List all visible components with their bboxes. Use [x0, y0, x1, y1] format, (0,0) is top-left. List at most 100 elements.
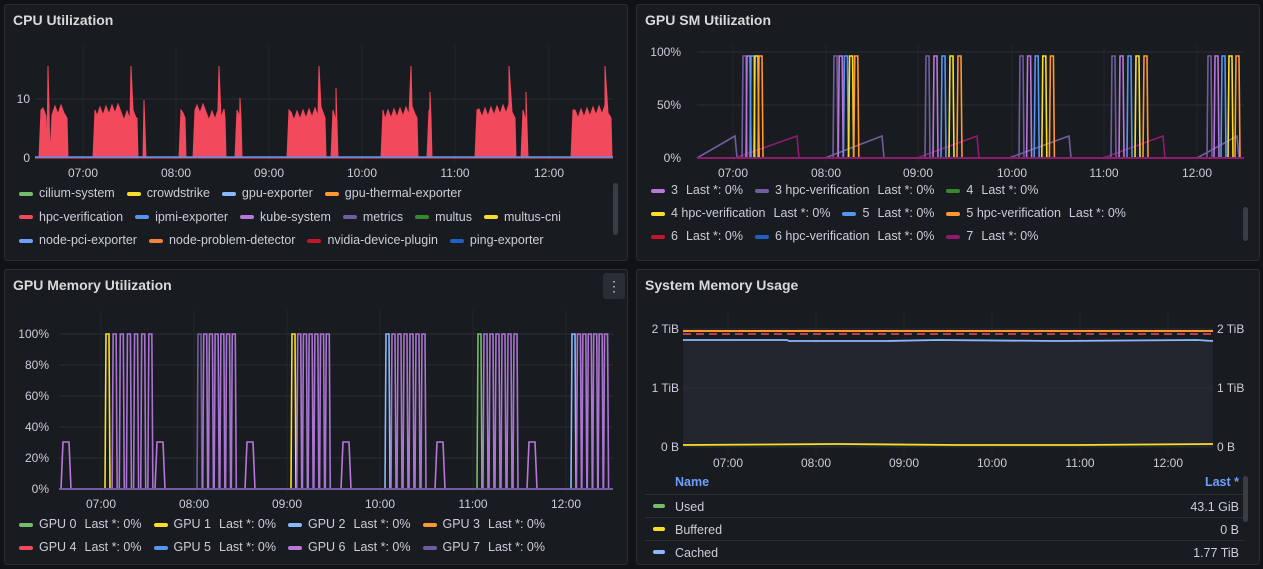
series-line	[916, 134, 980, 159]
legend-item[interactable]: multus	[415, 210, 472, 224]
legend-item[interactable]: 4 hpc-verification Last *: 0%	[651, 206, 830, 220]
panel-title: GPU Memory Utilization	[13, 277, 172, 293]
legend-item[interactable]: node-problem-detector	[148, 233, 295, 247]
panel-menu-icon[interactable]: ⋮	[603, 273, 625, 299]
legend-row: 4 hpc-verification Last *: 0% 5 Last *: 0% 5…	[651, 206, 1138, 220]
legend-swatch	[422, 545, 437, 550]
legend-item[interactable]: 6 Last *: 0%	[651, 229, 743, 243]
table-row[interactable]: Buffered 0 B	[645, 517, 1245, 540]
legend-swatch	[19, 238, 33, 243]
legend-item[interactable]: GPU 0 Last *: 0%	[19, 517, 142, 531]
gpu-memory-utilization-panel: GPU Memory Utilization ⋮ 100% 80% 60% 40% 20…	[4, 269, 628, 565]
legend-item[interactable]: GPU 7 Last *: 0%	[422, 540, 545, 554]
series-line	[1118, 55, 1125, 159]
legend-item[interactable]: ping-exporter	[449, 233, 544, 247]
legend-item[interactable]: 7 Last *: 0%	[946, 229, 1038, 243]
x-tick-label: 10:00	[997, 166, 1027, 180]
x-tick-label: 08:00	[161, 166, 191, 180]
legend-item[interactable]: GPU 2 Last *: 0%	[288, 517, 411, 531]
legend-label: multus-cni	[503, 209, 561, 224]
legend-item[interactable]: kube-system	[240, 210, 331, 224]
legend-swatch	[653, 504, 665, 508]
panel-title: GPU SM Utilization	[645, 12, 771, 28]
legend-item[interactable]: 6 hpc-verification Last *: 0%	[754, 229, 934, 243]
x-tick-label: 09:00	[272, 497, 302, 510]
table-header-last[interactable]: Last *	[1204, 475, 1239, 489]
gpu-sm-utilization-panel: GPU SM Utilization 100% 50% 0% 07:00 08:00 09…	[636, 4, 1260, 261]
legend-item[interactable]: GPU 1 Last *: 0%	[153, 517, 276, 531]
cpu-chart[interactable]: 10 0 07:00 08:00 09:00 10:00 11:00 12:00	[5, 5, 628, 185]
legend-item[interactable]: 3 Last *: 0%	[651, 183, 743, 197]
panel-title: System Memory Usage	[645, 277, 799, 293]
legend-label: node-pci-exporter	[39, 233, 137, 247]
legend-item[interactable]: GPU 4 Last *: 0%	[19, 540, 142, 554]
legend-label: GPU 4	[39, 540, 77, 554]
legend-last-value: Last *: 0%	[685, 229, 743, 243]
x-tick-label: 08:00	[801, 456, 831, 470]
legend-item[interactable]: GPU 3 Last *: 0%	[422, 517, 545, 531]
legend-item[interactable]: 3 hpc-verification Last *: 0%	[754, 183, 934, 197]
series-line	[207, 333, 215, 490]
legend-swatch	[307, 238, 322, 243]
legend-label: GPU 1	[173, 517, 212, 531]
legend-table: Name Last * Used 43.1 GiB Buffered 0 B Cache…	[645, 470, 1245, 564]
legend-last-value: Last *: 0%	[353, 517, 411, 531]
legend-item[interactable]: gpu-exporter	[221, 186, 313, 200]
gpu-memory-chart[interactable]: 100% 80% 60% 40% 20% 0% 07:00 08:00 09:00 10:00 11…	[5, 270, 628, 510]
series-line	[1206, 55, 1213, 159]
series-line	[591, 333, 599, 490]
series-line-used	[682, 443, 1214, 446]
legend-label: GPU 5	[173, 540, 212, 554]
stacked-area	[683, 340, 1213, 447]
legend-last-value: Last *: 0%	[685, 183, 743, 197]
legend-item[interactable]: cilium-system	[19, 186, 115, 200]
legend-last-value: Last *: 0%	[84, 540, 142, 554]
legend-swatch	[415, 215, 430, 220]
legend-swatch	[651, 188, 665, 193]
legend-last-value: Last *: 0%	[84, 517, 142, 531]
series-line	[832, 55, 839, 159]
x-tick-label: 09:00	[903, 166, 933, 180]
table-scrollbar[interactable]	[1243, 476, 1248, 522]
table-row[interactable]: Used 43.1 GiB	[645, 494, 1245, 517]
series-last-value: 1.77 TiB	[1193, 546, 1239, 560]
legend-item[interactable]: ipmi-exporter	[135, 210, 228, 224]
legend-last-value: Last *: 0%	[773, 206, 831, 220]
legend-item[interactable]: nvidia-device-plugin	[307, 233, 438, 247]
legend-item[interactable]: GPU 6 Last *: 0%	[288, 540, 411, 554]
legend-scrollbar[interactable]	[613, 183, 618, 235]
legend-item[interactable]: 5 Last *: 0%	[842, 206, 934, 220]
legend-item[interactable]: gpu-thermal-exporter	[324, 186, 462, 200]
y-tick-label: 0	[23, 151, 30, 165]
legend-item[interactable]: hpc-verification	[19, 210, 123, 224]
legend-item[interactable]: metrics	[342, 210, 403, 224]
legend-scrollbar[interactable]	[1243, 207, 1248, 241]
legend-swatch	[288, 545, 302, 550]
series-line	[420, 333, 427, 490]
table-row[interactable]: Cached 1.77 TiB	[645, 540, 1245, 563]
legend: 3 Last *: 0% 3 hpc-verification Last *: 0% 4…	[651, 182, 1241, 256]
y-tick-label-left: 0 B	[661, 440, 679, 454]
table-header-name[interactable]: Name	[675, 475, 710, 489]
series-line	[230, 333, 238, 490]
series-area-hpc-verification	[35, 65, 613, 159]
series-line	[1234, 55, 1241, 159]
system-memory-usage-panel: System Memory Usage 2 TiB 2 TiB 1 TiB 1 TiB…	[636, 269, 1260, 565]
legend-item[interactable]: multus-cni	[483, 209, 561, 224]
gpu-sm-chart[interactable]: 100% 50% 0% 07:00 08:00 09:00 10:00 11:00 12:00	[637, 5, 1260, 185]
legend-item[interactable]: crowdstrike	[126, 186, 210, 200]
series-line	[384, 333, 391, 490]
legend-item[interactable]: node-pci-exporter	[19, 233, 137, 247]
legend-item[interactable]: 4 Last *: 0%	[946, 183, 1038, 197]
series-line	[125, 333, 133, 490]
legend-swatch	[324, 191, 339, 196]
y-tick-label: 50%	[657, 98, 681, 112]
cpu-utilization-panel: CPU Utilization 10 0 07:00 08:00 09:00 10:00 1…	[4, 4, 628, 261]
system-memory-chart[interactable]: 2 TiB 2 TiB 1 TiB 1 TiB 0 B 0 B 07:00 08:00 09:0…	[637, 270, 1260, 470]
legend-label: kube-system	[260, 209, 331, 224]
legend-row: 6 Last *: 0% 6 hpc-verification Last *: 0% 7…	[651, 229, 1050, 243]
series-line	[390, 333, 397, 490]
legend-item[interactable]: GPU 5 Last *: 0%	[153, 540, 276, 554]
series-line	[313, 333, 320, 490]
legend-item[interactable]: 5 hpc-verification Last *: 0%	[946, 206, 1126, 220]
